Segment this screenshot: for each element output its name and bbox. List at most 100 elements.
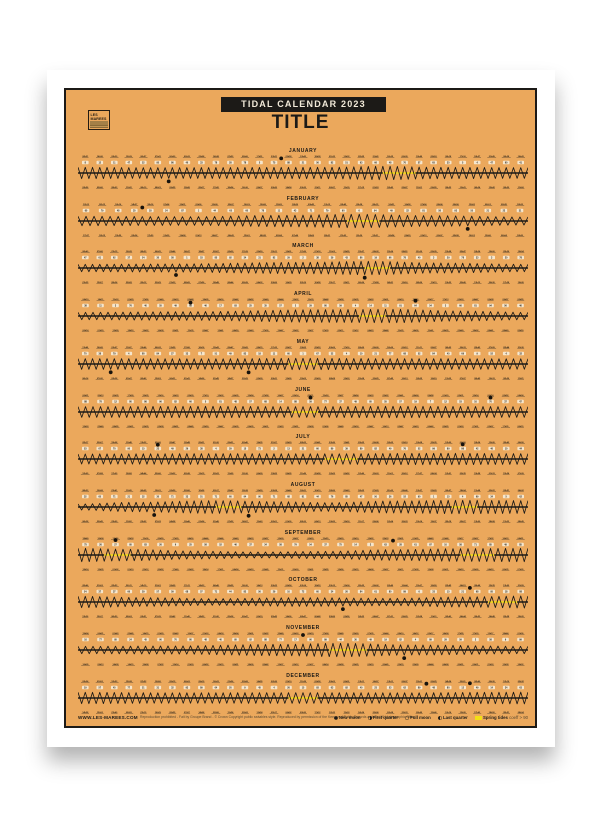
svg-text:09h30: 09h30 (300, 712, 307, 714)
svg-text:18h50: 18h50 (489, 712, 496, 714)
svg-text:15h18: 15h18 (344, 521, 351, 523)
svg-text:19h22: 19h22 (143, 330, 150, 332)
svg-text:05h41: 05h41 (398, 393, 405, 396)
svg-text:13h26: 13h26 (489, 442, 496, 444)
svg-text:23h50: 23h50 (203, 425, 210, 427)
svg-text:07h53: 07h53 (227, 156, 234, 158)
svg-text:03h48: 03h48 (188, 298, 195, 301)
svg-text:13h58: 13h58 (338, 299, 345, 301)
svg-text:23h08: 23h08 (242, 681, 249, 683)
svg-text:00h30: 00h30 (402, 156, 409, 158)
svg-text:01h36: 01h36 (286, 521, 293, 523)
svg-text:09h15: 09h15 (372, 204, 379, 206)
svg-text:01h29: 01h29 (158, 633, 165, 635)
svg-text:03h03: 03h03 (458, 299, 465, 301)
svg-text:09h58: 09h58 (428, 394, 435, 396)
svg-text:16h19: 16h19 (244, 204, 251, 206)
svg-text:20h35: 20h35 (233, 425, 240, 427)
svg-text:05h43: 05h43 (271, 615, 278, 618)
svg-text:05h39: 05h39 (431, 251, 438, 253)
svg-text:17h21: 17h21 (218, 568, 225, 570)
svg-text:21h59: 21h59 (518, 585, 525, 587)
svg-text:07h00: 07h00 (97, 251, 104, 253)
svg-text:16h19: 16h19 (431, 378, 438, 380)
svg-text:04h51: 04h51 (460, 584, 467, 587)
svg-text:06h50: 06h50 (518, 442, 525, 444)
svg-text:16h12: 16h12 (469, 235, 476, 237)
svg-text:20h28: 20h28 (503, 616, 510, 618)
svg-text:14h54: 14h54 (286, 186, 293, 189)
svg-text:01h13: 01h13 (196, 235, 203, 237)
svg-text:05h18: 05h18 (445, 521, 452, 523)
svg-text:20h36: 20h36 (503, 251, 510, 253)
svg-text:15h35: 15h35 (143, 394, 150, 396)
svg-text:10h37: 10h37 (188, 633, 195, 635)
svg-text:16h42: 16h42 (286, 489, 293, 492)
svg-text:02h36: 02h36 (271, 681, 278, 683)
svg-text:08h41: 08h41 (488, 329, 495, 332)
svg-text:12h01: 12h01 (248, 633, 255, 635)
svg-text:22h44: 22h44 (503, 346, 510, 349)
svg-text:02h17: 02h17 (428, 633, 435, 635)
svg-text:16h10: 16h10 (242, 585, 249, 587)
svg-text:04h02: 04h02 (518, 489, 525, 492)
svg-text:12h56: 12h56 (338, 568, 345, 570)
svg-text:19h08: 19h08 (260, 204, 267, 206)
svg-text:21h15: 21h15 (111, 251, 118, 253)
svg-text:12h16: 12h16 (242, 473, 249, 475)
svg-text:13h43: 13h43 (300, 155, 307, 158)
svg-text:17h19: 17h19 (242, 251, 249, 253)
svg-text:01h02: 01h02 (113, 568, 120, 570)
svg-text:18h54: 18h54 (353, 393, 360, 396)
svg-text:20h43: 20h43 (344, 489, 351, 492)
svg-text:03h35: 03h35 (460, 473, 467, 475)
svg-text:21h03: 21h03 (340, 235, 347, 237)
svg-text:09h55: 09h55 (431, 187, 438, 189)
svg-text:21h19: 21h19 (140, 712, 147, 714)
svg-text:16h29: 16h29 (155, 712, 162, 714)
svg-text:13h37: 13h37 (416, 490, 423, 492)
svg-text:01h45: 01h45 (213, 377, 220, 380)
svg-text:13h12: 13h12 (324, 204, 331, 206)
svg-text:03h30: 03h30 (111, 156, 118, 158)
svg-text:03h51: 03h51 (140, 616, 147, 618)
svg-text:17h24: 17h24 (323, 632, 330, 635)
svg-text:07h39: 07h39 (323, 330, 330, 332)
svg-text:02h09: 02h09 (257, 378, 264, 380)
svg-text:02h31: 02h31 (458, 394, 465, 396)
svg-text:05h55: 05h55 (169, 712, 176, 714)
svg-text:21h12: 21h12 (353, 330, 360, 332)
svg-text:17h42: 17h42 (474, 711, 481, 714)
svg-text:07h57: 07h57 (184, 712, 191, 714)
svg-text:18h08: 18h08 (489, 521, 496, 523)
svg-text:02h11: 02h11 (344, 282, 351, 284)
svg-text:12h16: 12h16 (503, 681, 510, 683)
svg-text:04h28: 04h28 (169, 520, 176, 523)
svg-text:18h20: 18h20 (517, 235, 524, 237)
svg-text:09h31: 09h31 (473, 664, 480, 666)
svg-text:07h58: 07h58 (97, 473, 104, 475)
svg-text:12h03: 12h03 (83, 425, 90, 427)
svg-text:15h38: 15h38 (126, 681, 133, 683)
svg-text:10h35: 10h35 (126, 251, 133, 253)
svg-text:05h31: 05h31 (198, 442, 205, 444)
svg-text:06h02: 06h02 (445, 347, 452, 349)
svg-text:15h54: 15h54 (248, 393, 255, 396)
svg-text:01h06: 01h06 (323, 425, 330, 427)
svg-text:08h23: 08h23 (82, 490, 89, 492)
svg-text:16h38: 16h38 (158, 330, 165, 332)
svg-text:11h09: 11h09 (228, 473, 235, 475)
svg-text:17h50: 17h50 (147, 235, 154, 237)
svg-text:23h21: 23h21 (271, 156, 278, 158)
svg-text:00h21: 00h21 (83, 394, 90, 396)
svg-text:04h08: 04h08 (443, 663, 450, 666)
svg-text:10h40: 10h40 (263, 298, 270, 301)
svg-text:14h15: 14h15 (128, 663, 135, 666)
svg-text:09h55: 09h55 (227, 585, 234, 587)
svg-text:09h20: 09h20 (405, 235, 412, 237)
svg-text:13h12: 13h12 (474, 282, 481, 284)
svg-text:11h31: 11h31 (278, 568, 285, 570)
svg-text:03h08: 03h08 (387, 712, 394, 714)
svg-text:12h35: 12h35 (489, 585, 496, 587)
svg-text:23h18: 23h18 (128, 537, 135, 539)
